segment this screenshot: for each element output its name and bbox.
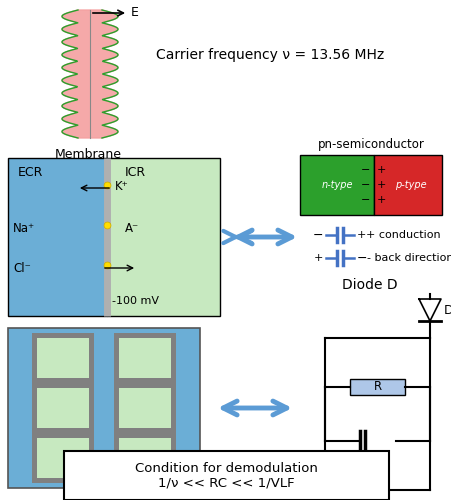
Text: + conduction: + conduction — [366, 230, 441, 240]
Text: +: + — [377, 180, 387, 190]
Bar — [32, 333, 94, 383]
Bar — [8, 328, 200, 488]
Text: Carrier frequency ν = 13.56 MHz: Carrier frequency ν = 13.56 MHz — [156, 48, 384, 62]
Text: E: E — [131, 6, 139, 20]
Text: −: − — [361, 165, 371, 175]
Bar — [37, 338, 89, 378]
Bar — [32, 383, 94, 433]
Text: A⁻: A⁻ — [125, 222, 139, 234]
Text: Condition for demodulation: Condition for demodulation — [135, 462, 318, 475]
Text: Na⁺: Na⁺ — [13, 222, 35, 234]
Text: Membrane: Membrane — [55, 148, 121, 161]
Bar — [37, 388, 89, 428]
Text: −: − — [313, 228, 323, 241]
Text: -100 mV: -100 mV — [112, 296, 159, 306]
Text: n-type: n-type — [321, 180, 353, 190]
Text: - back direction: - back direction — [367, 253, 451, 263]
Bar — [300, 155, 374, 215]
Text: ECR: ECR — [18, 166, 43, 179]
Text: p-type: p-type — [396, 180, 427, 190]
Bar — [119, 438, 170, 478]
Polygon shape — [419, 299, 441, 321]
Text: −: − — [361, 195, 371, 205]
Text: −: − — [361, 180, 371, 190]
Bar — [114, 433, 176, 483]
Text: Cl⁻: Cl⁻ — [13, 262, 31, 274]
Text: 1/ν << RC << 1/VLF: 1/ν << RC << 1/VLF — [158, 477, 295, 490]
Bar — [8, 158, 107, 316]
Text: ICR: ICR — [125, 166, 146, 179]
Text: +: + — [377, 165, 387, 175]
Text: +: + — [357, 230, 366, 240]
Bar — [114, 333, 176, 383]
Bar — [37, 438, 89, 478]
Text: +: + — [377, 195, 387, 205]
Bar — [350, 378, 405, 394]
Text: Diode D: Diode D — [342, 278, 398, 292]
Text: pn-semiconductor: pn-semiconductor — [318, 138, 424, 151]
Bar — [119, 338, 170, 378]
Polygon shape — [62, 10, 118, 138]
Text: R: R — [373, 380, 382, 393]
Text: K⁺: K⁺ — [115, 180, 129, 194]
Bar — [114, 383, 176, 433]
Text: −: − — [357, 252, 368, 264]
Bar — [119, 388, 170, 428]
Text: D: D — [444, 304, 451, 316]
Text: C: C — [350, 454, 359, 468]
FancyBboxPatch shape — [64, 451, 389, 500]
Bar — [32, 433, 94, 483]
Text: +: + — [313, 253, 323, 263]
Bar — [374, 155, 442, 215]
Bar — [107, 158, 220, 316]
